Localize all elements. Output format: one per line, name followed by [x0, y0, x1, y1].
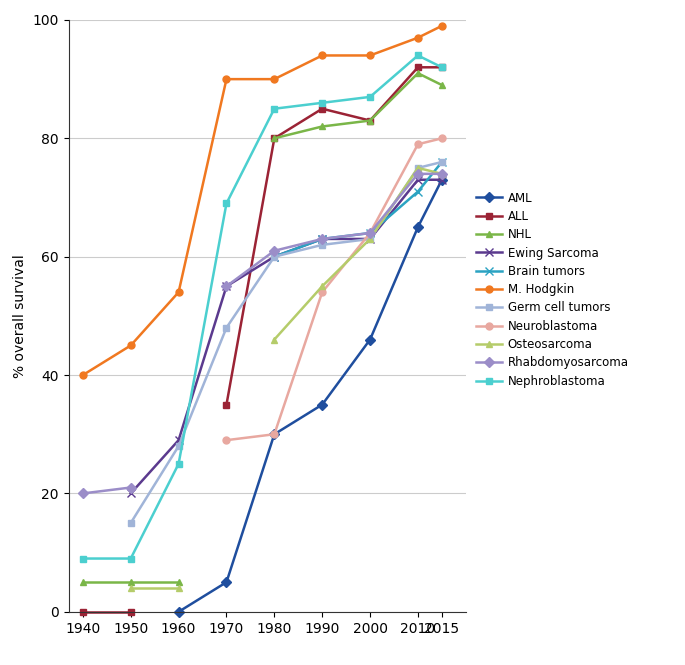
- AML: [318, 400, 326, 408]
- Nephroblastoma: [79, 555, 87, 563]
- Line: ALL: ALL: [79, 608, 134, 615]
- Germ cell tumors: [223, 324, 231, 332]
- Neuroblastoma: [270, 430, 278, 438]
- AML: [175, 608, 183, 616]
- M. Hodgkin: [175, 288, 183, 296]
- Germ cell tumors: [414, 164, 422, 172]
- Nephroblastoma: [175, 460, 183, 468]
- Neuroblastoma: [318, 288, 326, 296]
- Nephroblastoma: [270, 104, 278, 112]
- Ewing Sarcoma: [223, 282, 231, 290]
- AML: [223, 579, 231, 587]
- Germ cell tumors: [318, 241, 326, 249]
- Brain tumors: [414, 188, 422, 196]
- Ewing Sarcoma: [175, 436, 183, 444]
- NHL: [175, 579, 183, 587]
- AML: [270, 430, 278, 438]
- Line: Germ cell tumors: Germ cell tumors: [127, 158, 445, 527]
- Ewing Sarcoma: [270, 253, 278, 261]
- NHL: [127, 579, 135, 587]
- Germ cell tumors: [366, 235, 374, 243]
- Germ cell tumors: [270, 253, 278, 261]
- M. Hodgkin: [366, 51, 374, 59]
- M. Hodgkin: [223, 75, 231, 83]
- Neuroblastoma: [223, 436, 231, 444]
- Neuroblastoma: [366, 229, 374, 237]
- M. Hodgkin: [438, 22, 446, 30]
- M. Hodgkin: [79, 371, 87, 379]
- M. Hodgkin: [127, 341, 135, 349]
- M. Hodgkin: [414, 34, 422, 42]
- ALL: [79, 608, 87, 616]
- Rhabdomyosarcoma: [127, 483, 135, 491]
- Line: Nephroblastoma: Nephroblastoma: [79, 52, 445, 562]
- Legend: AML, ALL, NHL, Ewing Sarcoma, Brain tumors, M. Hodgkin, Germ cell tumors, Neurob: AML, ALL, NHL, Ewing Sarcoma, Brain tumo…: [475, 192, 629, 388]
- NHL: [79, 579, 87, 587]
- Neuroblastoma: [438, 134, 446, 142]
- Brain tumors: [366, 229, 374, 237]
- Osteosarcoma: [127, 584, 135, 592]
- Nephroblastoma: [438, 63, 446, 71]
- Ewing Sarcoma: [438, 176, 446, 184]
- Line: Brain tumors: Brain tumors: [270, 158, 446, 261]
- AML: [438, 176, 446, 184]
- M. Hodgkin: [270, 75, 278, 83]
- Ewing Sarcoma: [318, 235, 326, 243]
- Y-axis label: % overall survival: % overall survival: [13, 254, 27, 378]
- Nephroblastoma: [414, 51, 422, 59]
- Ewing Sarcoma: [127, 489, 135, 497]
- M. Hodgkin: [318, 51, 326, 59]
- Germ cell tumors: [127, 519, 135, 527]
- Germ cell tumors: [175, 442, 183, 450]
- AML: [366, 336, 374, 344]
- ALL: [127, 608, 135, 616]
- Line: NHL: NHL: [79, 579, 182, 586]
- Line: Ewing Sarcoma: Ewing Sarcoma: [127, 176, 446, 497]
- Nephroblastoma: [223, 200, 231, 207]
- Brain tumors: [270, 253, 278, 261]
- Brain tumors: [438, 158, 446, 166]
- AML: [414, 223, 422, 231]
- Nephroblastoma: [127, 555, 135, 563]
- Neuroblastoma: [414, 140, 422, 148]
- Nephroblastoma: [318, 99, 326, 107]
- Brain tumors: [318, 235, 326, 243]
- Line: AML: AML: [175, 176, 445, 615]
- Line: Rhabdomyosarcoma: Rhabdomyosarcoma: [79, 484, 134, 497]
- Ewing Sarcoma: [366, 235, 374, 243]
- Line: M. Hodgkin: M. Hodgkin: [79, 23, 445, 378]
- Rhabdomyosarcoma: [79, 489, 87, 497]
- Osteosarcoma: [175, 584, 183, 592]
- Germ cell tumors: [438, 158, 446, 166]
- Line: Osteosarcoma: Osteosarcoma: [127, 585, 182, 592]
- Line: Neuroblastoma: Neuroblastoma: [223, 135, 445, 444]
- Nephroblastoma: [366, 93, 374, 101]
- Ewing Sarcoma: [414, 176, 422, 184]
